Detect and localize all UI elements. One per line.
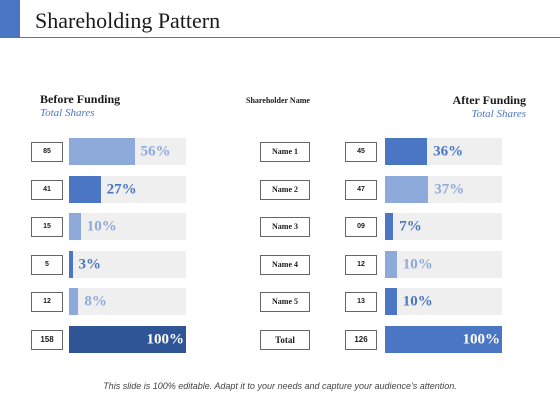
after-shares-box: 45 [345, 141, 377, 162]
shareholder-name-box: Name 2 [260, 179, 310, 200]
after-percent-label: 37% [434, 181, 465, 197]
after-share-bar: 7% [385, 213, 502, 240]
before-total-bar: 100% [69, 326, 186, 353]
after-bar-fill [385, 176, 429, 203]
after-total-bar: 100% [385, 326, 502, 353]
before-percent-label: 27% [106, 181, 137, 197]
after-shares-box: 12 [345, 254, 377, 275]
before-share-bar: 27% [69, 176, 186, 203]
after-bar-fill [385, 288, 397, 315]
before-funding-heading: Before Funding [40, 92, 121, 106]
shareholder-name-box: Name 5 [260, 291, 310, 312]
before-bar-fill [69, 138, 135, 165]
after-total-shares-label: Total Shares [471, 108, 526, 120]
after-shares-box: 09 [345, 216, 377, 237]
before-bar-fill [69, 326, 186, 353]
before-bar-fill [69, 213, 81, 240]
after-percent-label: 7% [399, 218, 422, 234]
after-bar-fill [385, 138, 428, 165]
before-share-bar: 8% [69, 288, 186, 315]
before-percent-label: 10% [86, 218, 117, 234]
after-percent-label: 100% [462, 331, 501, 347]
after-percent-label: 10% [402, 293, 433, 309]
before-share-bar: 56% [69, 138, 186, 165]
shareholder-name-box: Name 3 [260, 216, 310, 237]
after-total-shares-box: 126 [345, 329, 377, 350]
after-share-bar: 36% [385, 138, 502, 165]
after-bar-fill [385, 251, 397, 278]
before-shares-box: 85 [31, 141, 63, 162]
before-total-shares-label: Total Shares [40, 107, 95, 119]
before-percent-label: 8% [84, 293, 107, 309]
after-share-bar: 10% [385, 288, 502, 315]
after-percent-label: 36% [433, 143, 464, 159]
before-bar-fill [69, 176, 101, 203]
before-shares-box: 41 [31, 179, 63, 200]
before-shares-box: 15 [31, 216, 63, 237]
title-underline [20, 37, 560, 38]
before-shares-box: 12 [31, 291, 63, 312]
after-bar-fill [385, 213, 394, 240]
after-shares-box: 13 [345, 291, 377, 312]
after-share-bar: 37% [385, 176, 502, 203]
shareholder-name-heading: Shareholder Name [246, 96, 310, 105]
after-funding-heading: After Funding [452, 93, 526, 107]
after-bar-fill [385, 326, 502, 353]
title-accent-bar [0, 0, 20, 38]
before-percent-label: 3% [78, 256, 102, 272]
after-percent-label: 10% [402, 256, 433, 272]
before-bar-fill [69, 251, 73, 278]
before-percent-label: 100% [146, 331, 185, 347]
before-share-bar: 10% [69, 213, 186, 240]
before-total-shares-box: 158 [31, 329, 63, 350]
before-percent-label: 56% [140, 143, 171, 159]
total-label-box: Total [260, 329, 310, 350]
after-shares-box: 47 [345, 179, 377, 200]
shareholder-name-box: Name 1 [260, 141, 310, 162]
page-title: Shareholding Pattern [35, 8, 221, 33]
after-share-bar: 10% [385, 251, 502, 278]
before-bar-fill [69, 288, 79, 315]
before-shares-box: 5 [31, 254, 63, 275]
footer-note: This slide is 100% editable. Adapt it to… [103, 381, 457, 391]
shareholder-name-box: Name 4 [260, 254, 310, 275]
before-share-bar: 3% [69, 251, 186, 278]
